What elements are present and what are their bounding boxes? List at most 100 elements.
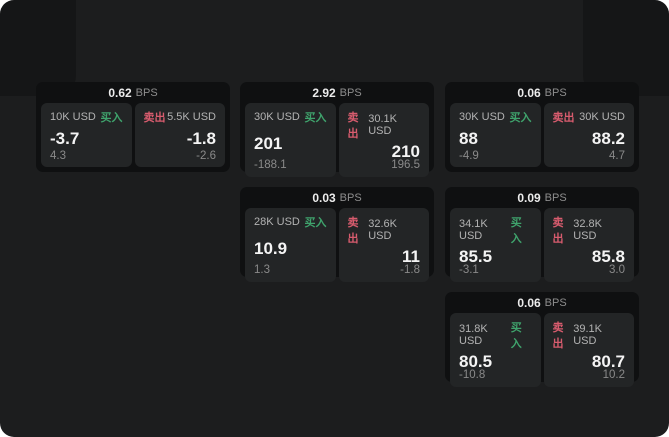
buy-size-label: 30K USD <box>459 111 505 123</box>
bps-unit-label: BPS <box>339 86 362 99</box>
quote-panels: 30K USD 买入 201 -188.1 卖出 30.1K USD 210 1… <box>240 103 434 182</box>
bps-unit-label: BPS <box>544 86 567 99</box>
buy-quote-panel[interactable]: 30K USD 买入 201 -188.1 <box>245 103 336 177</box>
buy-price: 10.9 <box>254 239 288 258</box>
bps-unit-label: BPS <box>135 86 158 99</box>
buy-delta: -4.9 <box>459 149 479 162</box>
sell-tag: 卖出 <box>347 217 359 245</box>
bps-value: 0.06 <box>517 295 541 310</box>
bps-value: 0.62 <box>108 85 132 100</box>
sell-panel-header: 卖出 30K USD <box>553 109 626 125</box>
card-header: 0.09 BPS <box>445 187 639 208</box>
sell-panel-header: 卖出 30.1K USD <box>348 109 421 141</box>
sell-price: 11 <box>402 247 420 266</box>
sell-quote-panel[interactable]: 卖出 32.6K USD 11 -1.8 <box>338 208 429 282</box>
sell-quote-panel[interactable]: 卖出 39.1K USD 80.7 10.2 <box>543 313 634 387</box>
bps-value: 0.09 <box>517 190 541 205</box>
buy-panel-header: 10K USD 买入 <box>50 109 123 125</box>
bps-value: 2.92 <box>312 85 336 100</box>
sell-tag: 卖出 <box>552 322 564 350</box>
buy-tag: 买入 <box>304 217 327 229</box>
bps-unit-label: BPS <box>544 296 567 309</box>
buy-price: 85.5 <box>459 247 493 266</box>
bps-value: 0.06 <box>517 85 541 100</box>
sell-panel-header: 卖出 5.5K USD <box>144 109 217 125</box>
corner-shade-top-right <box>583 0 669 96</box>
sell-price: -1.8 <box>186 129 216 149</box>
buy-panel-header: 30K USD 买入 <box>254 109 327 125</box>
quote-card: 0.62 BPS 10K USD 买入 -3.7 4.3 卖出 5.5K USD… <box>36 82 230 172</box>
sell-delta: 10.2 <box>602 369 625 381</box>
sell-size-label: 5.5K USD <box>167 111 216 123</box>
card-header: 0.06 BPS <box>445 82 639 103</box>
buy-quote-panel[interactable]: 28K USD 买入 10.9 1.3 <box>245 208 336 282</box>
buy-quote-panel[interactable]: 10K USD 买入 -3.7 4.3 <box>41 103 132 167</box>
sell-price: 88.2 <box>591 129 625 149</box>
sell-delta: -2.6 <box>196 149 216 162</box>
buy-panel-header: 28K USD 买入 <box>254 214 327 230</box>
sell-price: 85.8 <box>591 247 625 266</box>
card-header: 0.62 BPS <box>36 82 230 103</box>
sell-quote-panel[interactable]: 卖出 32.8K USD 85.8 3.0 <box>543 208 634 282</box>
bps-value: 0.03 <box>312 190 336 205</box>
sell-quote-panel[interactable]: 卖出 30K USD 88.2 4.7 <box>543 103 634 167</box>
bps-unit-label: BPS <box>339 191 362 204</box>
sell-size-label: 30K USD <box>579 111 625 123</box>
buy-quote-panel[interactable]: 30K USD 买入 88 -4.9 <box>450 103 541 167</box>
sell-price: 210 <box>391 142 420 161</box>
quote-panels: 34.1K USD 买入 85.5 -3.1 卖出 32.8K USD 85.8… <box>445 208 639 287</box>
buy-tag: 买入 <box>510 322 522 350</box>
sell-size-label: 32.8K USD <box>573 218 602 242</box>
quote-panels: 31.8K USD 买入 80.5 -10.8 卖出 39.1K USD 80.… <box>445 313 639 392</box>
card-header: 0.06 BPS <box>445 292 639 313</box>
buy-tag: 买入 <box>509 112 532 124</box>
buy-price: 80.5 <box>459 352 493 371</box>
sell-tag: 卖出 <box>143 112 166 124</box>
buy-delta: -10.8 <box>459 369 486 381</box>
buy-panel-header: 30K USD 买入 <box>459 109 532 125</box>
buy-quote-panel[interactable]: 31.8K USD 买入 80.5 -10.8 <box>450 313 541 387</box>
sell-size-label: 32.6K USD <box>368 218 397 242</box>
buy-size-label: 10K USD <box>50 111 96 123</box>
sell-delta: 4.7 <box>609 149 625 162</box>
sell-delta: 196.5 <box>391 159 420 171</box>
buy-size-label: 34.1K USD <box>459 218 488 242</box>
sell-panel-header: 卖出 32.6K USD <box>348 214 421 246</box>
bps-unit-label: BPS <box>544 191 567 204</box>
sell-tag: 卖出 <box>552 112 575 124</box>
buy-delta: 4.3 <box>50 149 66 162</box>
sell-price: 80.7 <box>591 352 625 371</box>
sell-delta: -1.8 <box>400 264 420 276</box>
buy-panel-header: 31.8K USD 买入 <box>459 319 532 351</box>
buy-price: 201 <box>254 134 283 153</box>
quote-card: 0.09 BPS 34.1K USD 买入 85.5 -3.1 卖出 32.8K… <box>445 187 639 282</box>
quote-card: 0.06 BPS 31.8K USD 买入 80.5 -10.8 卖出 39.1… <box>445 292 639 387</box>
buy-panel-header: 34.1K USD 买入 <box>459 214 532 246</box>
buy-price: 88 <box>459 129 478 149</box>
sell-tag: 卖出 <box>347 112 359 140</box>
card-header: 0.03 BPS <box>240 187 434 208</box>
buy-delta: 1.3 <box>254 264 270 276</box>
corner-shade-top-left <box>0 0 76 96</box>
quote-card: 2.92 BPS 30K USD 买入 201 -188.1 卖出 30.1K … <box>240 82 434 177</box>
quote-panels: 28K USD 买入 10.9 1.3 卖出 32.6K USD 11 -1.8 <box>240 208 434 287</box>
buy-tag: 买入 <box>304 112 327 124</box>
sell-quote-panel[interactable]: 卖出 30.1K USD 210 196.5 <box>338 103 429 177</box>
sell-quote-panel[interactable]: 卖出 5.5K USD -1.8 -2.6 <box>134 103 225 167</box>
buy-delta: -3.1 <box>459 264 479 276</box>
buy-price: -3.7 <box>50 129 80 149</box>
quote-card: 0.03 BPS 28K USD 买入 10.9 1.3 卖出 32.6K US… <box>240 187 434 282</box>
card-header: 2.92 BPS <box>240 82 434 103</box>
buy-tag: 买入 <box>510 217 522 245</box>
quote-panels: 10K USD 买入 -3.7 4.3 卖出 5.5K USD -1.8 -2.… <box>36 103 230 172</box>
buy-size-label: 30K USD <box>254 111 300 123</box>
sell-size-label: 30.1K USD <box>368 113 397 137</box>
buy-size-label: 28K USD <box>254 216 300 228</box>
sell-tag: 卖出 <box>552 217 564 245</box>
sell-panel-header: 卖出 39.1K USD <box>553 319 626 351</box>
sell-panel-header: 卖出 32.8K USD <box>553 214 626 246</box>
buy-size-label: 31.8K USD <box>459 323 488 347</box>
buy-quote-panel[interactable]: 34.1K USD 买入 85.5 -3.1 <box>450 208 541 282</box>
quote-card: 0.06 BPS 30K USD 买入 88 -4.9 卖出 30K USD 8… <box>445 82 639 172</box>
